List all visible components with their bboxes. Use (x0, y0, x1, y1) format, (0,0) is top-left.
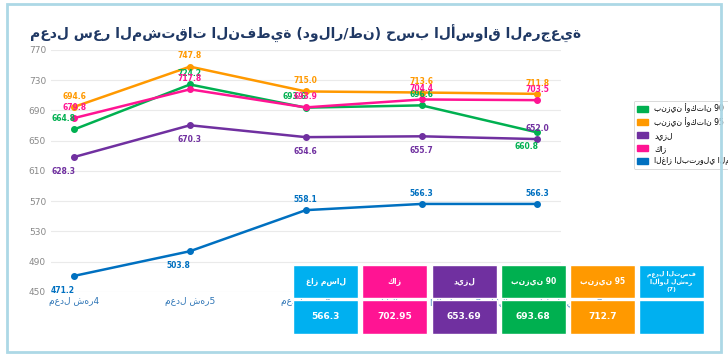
بنزين أوكتان 95 (533, 92, 542, 96)
ديزل (533, 137, 542, 141)
FancyBboxPatch shape (570, 300, 635, 334)
Line: الغاز البترولي المسال: الغاز البترولي المسال (71, 201, 540, 279)
Text: 713.6: 713.6 (410, 77, 434, 86)
FancyBboxPatch shape (501, 300, 566, 334)
Text: 693.9: 693.9 (294, 92, 317, 101)
بنزين أوكتان 90 (417, 103, 426, 108)
Text: بنزين 90: بنزين 90 (510, 277, 556, 286)
Text: 724.2: 724.2 (178, 69, 202, 78)
ديزل (70, 155, 79, 159)
كاز (70, 116, 79, 120)
كاز (533, 98, 542, 102)
الغاز البترولي المسال (186, 249, 194, 253)
بنزين أوكتان 95 (186, 64, 194, 69)
Text: 670.3: 670.3 (178, 135, 202, 144)
Text: 703.5: 703.5 (526, 85, 550, 94)
Text: 566.3: 566.3 (526, 189, 549, 198)
بنزين أوكتان 95 (301, 89, 310, 94)
Legend: بنزين أوكتان 90, بنزين أوكتان 95, ديزل, كاز, الغاز البترولي المسال: بنزين أوكتان 90, بنزين أوكتان 95, ديزل, … (634, 101, 728, 168)
ديزل (417, 134, 426, 138)
ديزل (301, 135, 310, 139)
Text: 717.8: 717.8 (178, 74, 202, 83)
Text: 702.95: 702.95 (378, 312, 412, 321)
FancyBboxPatch shape (639, 265, 704, 298)
FancyBboxPatch shape (570, 265, 635, 298)
Text: 503.8: 503.8 (167, 261, 191, 270)
Text: 747.8: 747.8 (178, 51, 202, 60)
FancyBboxPatch shape (432, 300, 496, 334)
FancyBboxPatch shape (293, 265, 358, 298)
بنزين أوكتان 90 (533, 130, 542, 135)
كاز (417, 97, 426, 101)
الغاز البترولي المسال (70, 274, 79, 278)
Text: 558.1: 558.1 (294, 195, 317, 204)
Title: معدل سعر المشتقات النفطية (دولار/طن) حسب الأسواق المرجعية: معدل سعر المشتقات النفطية (دولار/طن) حسب… (30, 25, 582, 43)
بنزين أوكتان 95 (417, 90, 426, 95)
FancyBboxPatch shape (639, 300, 704, 334)
الغاز البترولي المسال (301, 208, 310, 212)
Line: بنزين أوكتان 95: بنزين أوكتان 95 (71, 64, 540, 110)
كاز (301, 105, 310, 110)
Text: 679.8: 679.8 (62, 103, 86, 112)
كاز (186, 87, 194, 91)
Line: ديزل: ديزل (71, 122, 540, 160)
Text: ديزل: ديزل (453, 277, 475, 286)
بنزين أوكتان 95 (70, 105, 79, 109)
Text: 653.69: 653.69 (447, 312, 481, 321)
FancyBboxPatch shape (363, 265, 427, 298)
Text: 704.4: 704.4 (410, 84, 434, 93)
بنزين أوكتان 90 (186, 82, 194, 87)
Text: 652.0: 652.0 (526, 124, 549, 133)
Text: 655.7: 655.7 (410, 146, 433, 155)
Line: كاز: كاز (71, 87, 540, 121)
Text: 696.6: 696.6 (410, 90, 433, 99)
Text: 654.6: 654.6 (294, 147, 317, 156)
Text: 471.2: 471.2 (51, 286, 75, 294)
Text: 693.68: 693.68 (516, 312, 550, 321)
ديزل (186, 123, 194, 127)
FancyBboxPatch shape (432, 265, 496, 298)
FancyBboxPatch shape (501, 265, 566, 298)
بنزين أوكتان 90 (301, 105, 310, 110)
بنزين أوكتان 90 (70, 127, 79, 132)
Text: 566.3: 566.3 (410, 189, 433, 198)
Text: 712.7: 712.7 (588, 312, 617, 321)
Text: 693.6: 693.6 (282, 92, 306, 101)
Text: كاز: كاز (388, 277, 402, 286)
الغاز البترولي المسال (533, 202, 542, 206)
Text: 566.3: 566.3 (312, 312, 340, 321)
Text: بنزين 95: بنزين 95 (580, 277, 625, 286)
Text: غاز مسال: غاز مسال (306, 277, 346, 286)
Text: 694.6: 694.6 (62, 91, 86, 100)
Text: 660.8: 660.8 (514, 142, 538, 151)
Line: بنزين أوكتان 90: بنزين أوكتان 90 (71, 82, 540, 135)
الغاز البترولي المسال (417, 202, 426, 206)
Text: 628.3: 628.3 (51, 167, 75, 176)
FancyBboxPatch shape (363, 300, 427, 334)
Text: معدل التصف
الأول لشهر
(7): معدل التصف الأول لشهر (7) (647, 271, 696, 292)
Text: 664.8: 664.8 (51, 114, 75, 123)
Text: 715.0: 715.0 (294, 76, 317, 85)
FancyBboxPatch shape (293, 300, 358, 334)
Text: 711.8: 711.8 (526, 79, 550, 88)
